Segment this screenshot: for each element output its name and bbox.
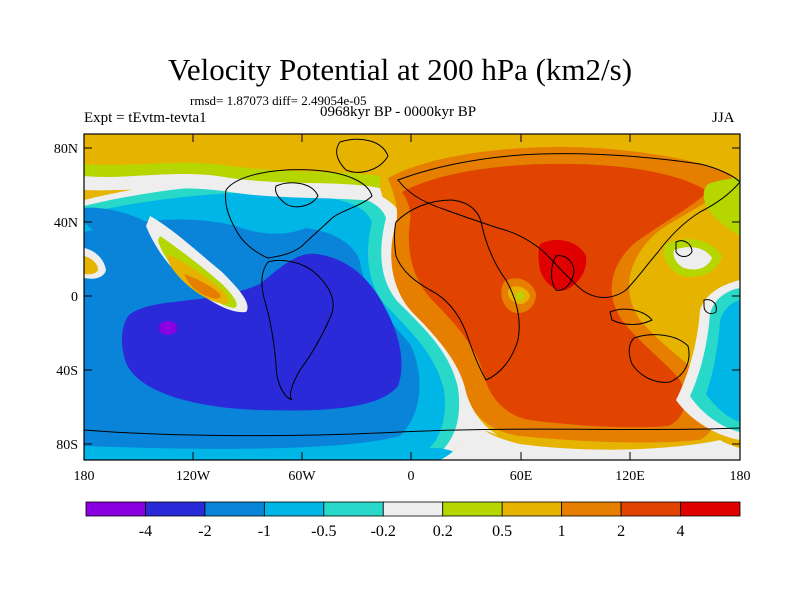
plot-frame (83, 133, 741, 461)
lon-label: 60E (510, 469, 533, 484)
south-plus-0-5-arc (484, 430, 720, 450)
lon-label: 120E (615, 469, 645, 484)
lat-ticks (84, 147, 740, 445)
lon-label: 180 (730, 469, 751, 484)
colorbar-swatch (442, 501, 503, 517)
west-edge-plus (84, 256, 98, 275)
colorbar-swatch (323, 501, 384, 517)
figure-title: Velocity Potential at 200 hPa (km2/s) (167, 52, 633, 87)
africa-plus-0-2 (516, 292, 524, 300)
colorbar-swatch (620, 501, 681, 517)
season-label: JJA (712, 110, 735, 126)
colorbar-label: -4 (139, 523, 152, 540)
stats-label: rmsd= 1.87073 diff= 2.49054e-05 (190, 93, 367, 108)
colorbar-label: 0.2 (433, 523, 453, 540)
colorbar-label: -0.2 (371, 523, 396, 540)
coastlines (84, 138, 740, 437)
lon-label: 180 (74, 469, 95, 484)
colorbar-label: 4 (677, 523, 685, 540)
lat-label: 40N (54, 216, 78, 231)
band-plus-4 (538, 240, 587, 291)
lon-label: 0 (408, 469, 415, 484)
band-minus-2 (121, 253, 402, 411)
colorbar-swatch (382, 501, 444, 517)
south-neutral-arc (440, 392, 740, 460)
colorbar: -4 -2 -1 -0.5 -0.2 0.2 0.5 1 2 4 (85, 501, 741, 540)
lon-label: 60W (288, 469, 316, 484)
colorbar-label: 1 (558, 523, 566, 540)
band-south-edge (96, 448, 466, 460)
lon-ticks (83, 134, 741, 460)
north-neutral-band (84, 173, 384, 202)
colorbar-swatch (561, 501, 622, 517)
colorbar-swatch (145, 501, 206, 517)
east-edge-plus-0-2 (703, 178, 740, 236)
colorbar-label: 2 (617, 523, 625, 540)
period-label: 0968kyr BP - 0000kyr BP (320, 104, 477, 120)
tongue-plus-1 (184, 274, 221, 299)
lat-label: 80S (56, 438, 78, 453)
band-minus-1-west (84, 207, 146, 235)
north-plus-0-2-band (84, 162, 380, 188)
lon-label: 120W (176, 469, 211, 484)
contour-fields (84, 134, 740, 460)
colorbar-label: 0.5 (492, 523, 512, 540)
colorbar-label: -1 (258, 523, 271, 540)
colorbar-swatch (263, 501, 325, 517)
experiment-label: Expt = tEvtm-tevta1 (84, 110, 207, 126)
east-edge-minus-0-5 (706, 300, 740, 422)
colorbar-swatch (501, 501, 563, 517)
colorbar-label: -0.5 (311, 523, 336, 540)
pacific-neutral (673, 247, 712, 270)
lat-tick-labels: 80N 40N 0 40S 80S (54, 142, 78, 453)
lon-tick-labels: 180 120W 60W 0 60E 120E 180 (74, 469, 751, 484)
colorbar-label: -2 (198, 523, 211, 540)
lat-label: 40S (56, 364, 78, 379)
lat-label: 0 (71, 290, 78, 305)
colorbar-swatch (680, 501, 741, 517)
band-minus-4 (159, 321, 177, 335)
colorbar-swatch (204, 501, 265, 517)
lat-label: 80N (54, 142, 78, 157)
colorbar-swatch (85, 501, 146, 517)
